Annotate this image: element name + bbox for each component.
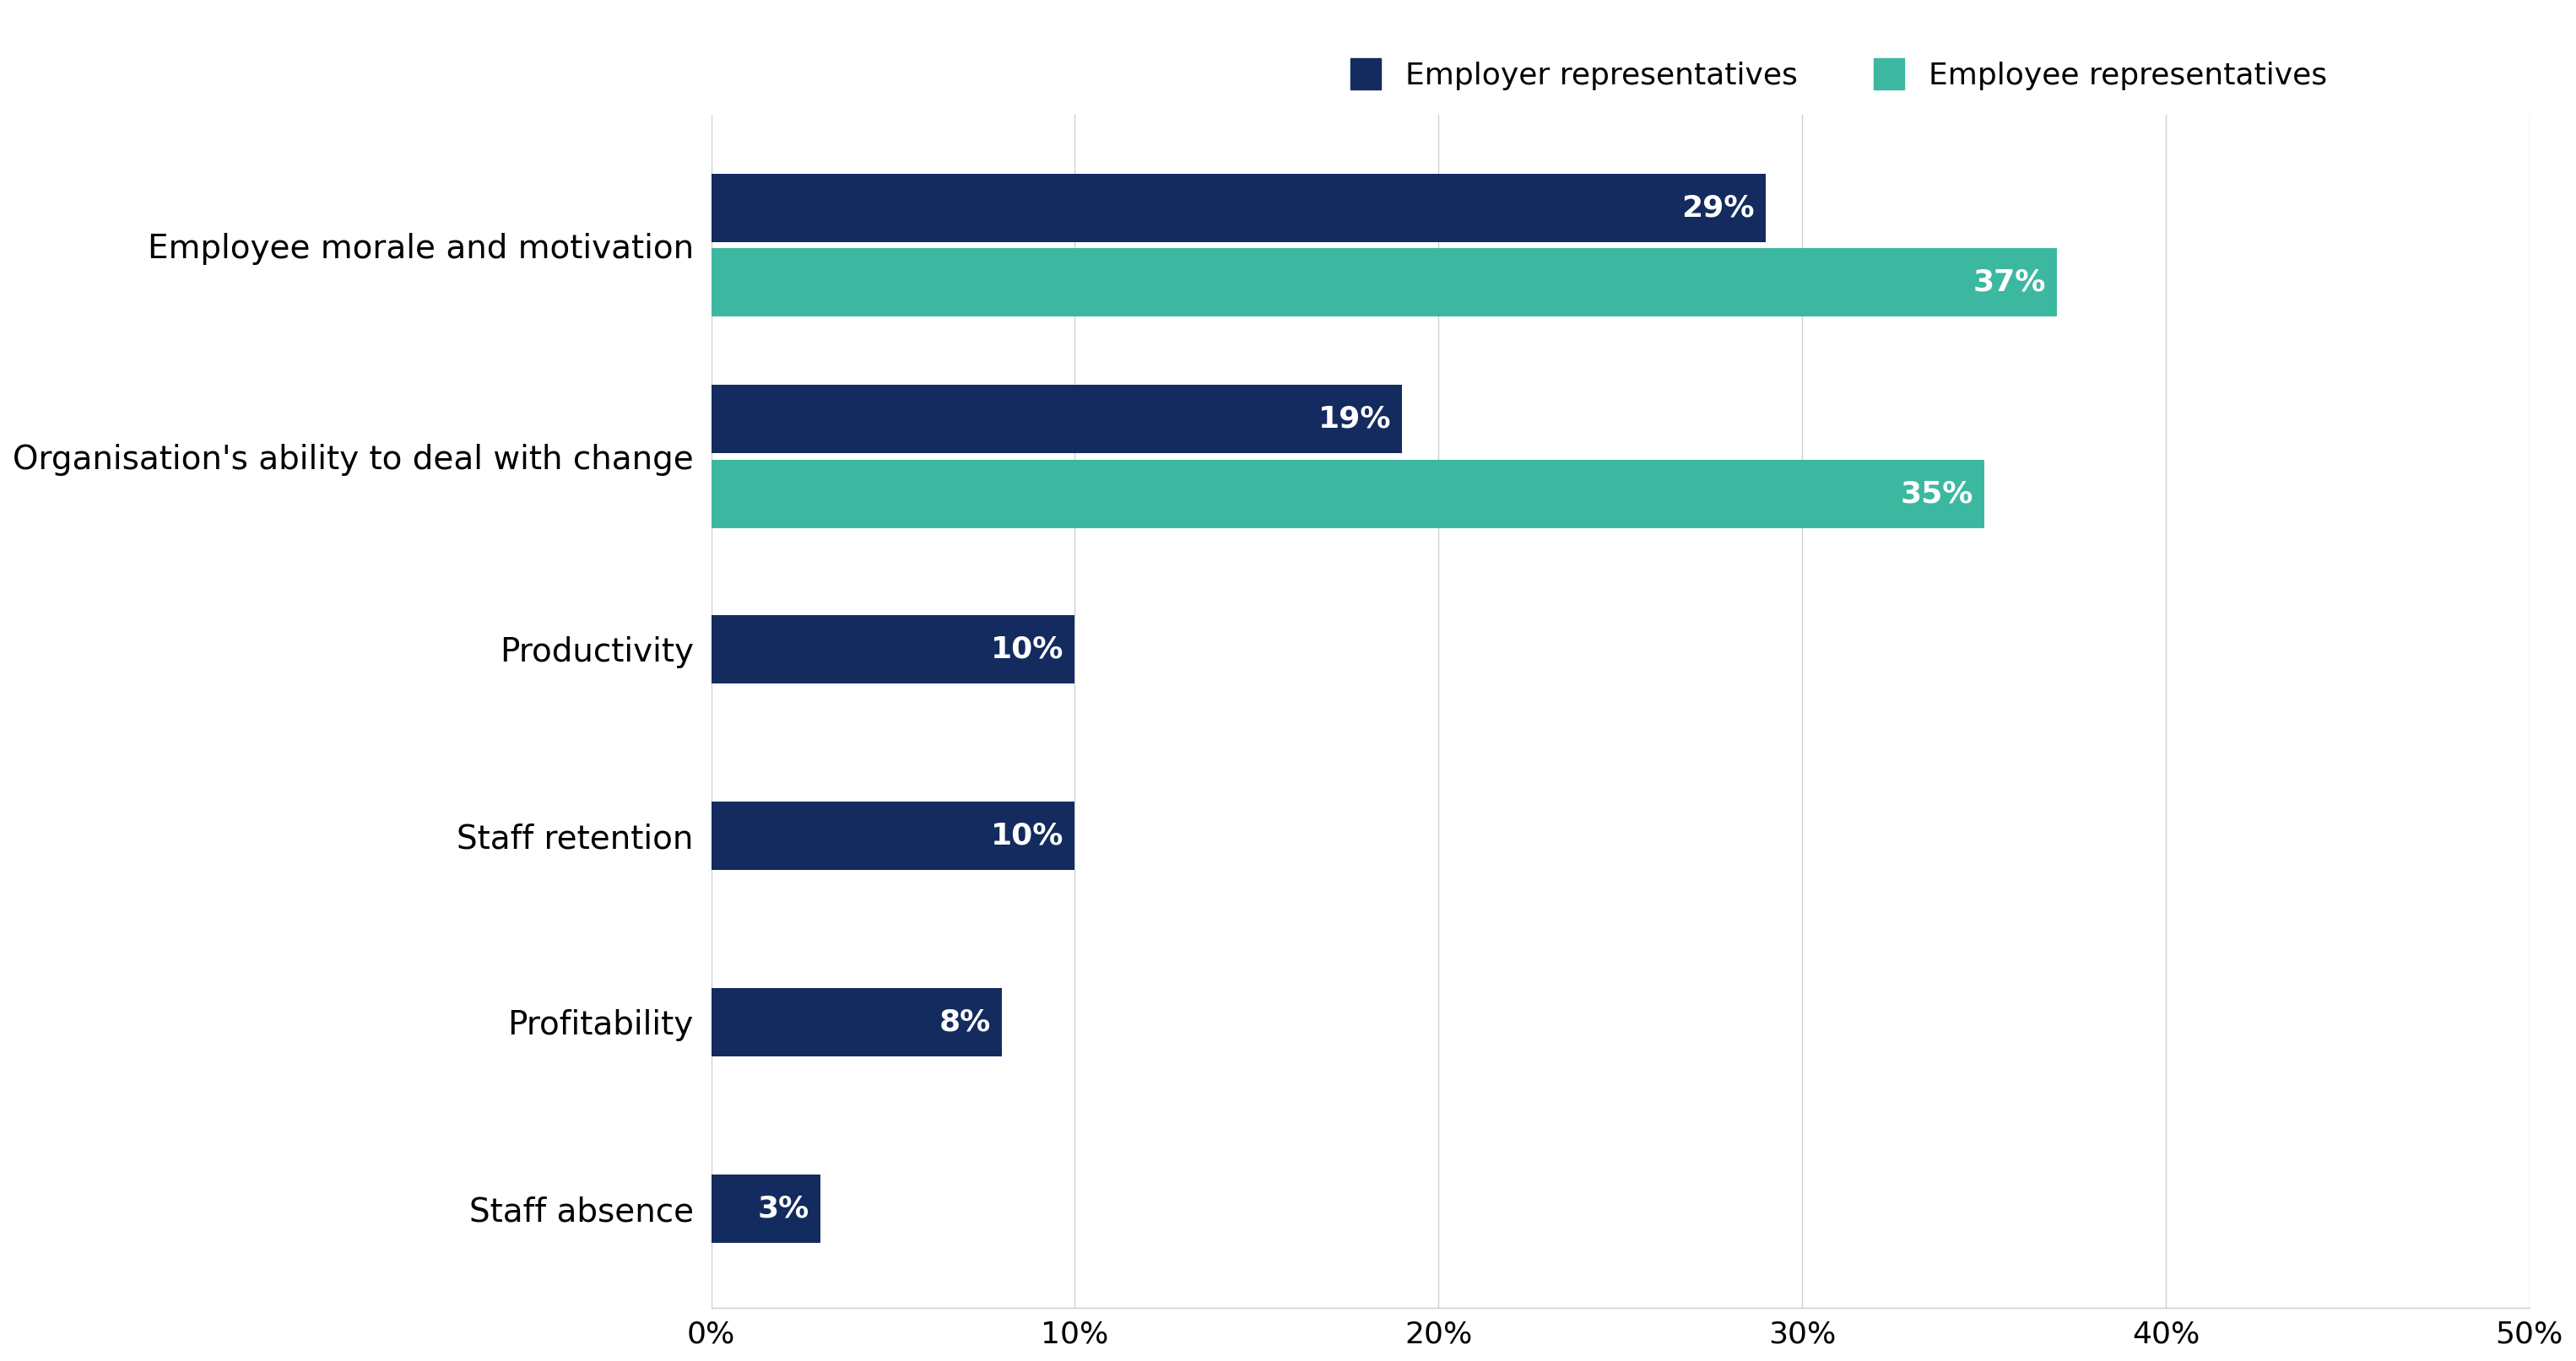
Text: 35%: 35% <box>1901 479 1973 508</box>
Bar <box>711 615 1074 683</box>
Text: 3%: 3% <box>757 1194 809 1222</box>
Text: 19%: 19% <box>1319 406 1391 434</box>
Text: 10%: 10% <box>992 821 1064 851</box>
Bar <box>711 988 1002 1056</box>
Bar <box>711 460 1984 528</box>
Text: 29%: 29% <box>1682 193 1754 222</box>
Bar <box>711 385 1401 453</box>
Text: 37%: 37% <box>1973 268 2045 297</box>
Bar <box>711 1175 819 1243</box>
Text: 10%: 10% <box>992 634 1064 664</box>
Bar <box>711 248 2056 317</box>
Bar <box>711 174 1765 242</box>
Bar <box>711 802 1074 870</box>
Text: 8%: 8% <box>940 1007 992 1037</box>
Legend: Employer representatives, Employee representatives: Employer representatives, Employee repre… <box>1350 59 2326 90</box>
